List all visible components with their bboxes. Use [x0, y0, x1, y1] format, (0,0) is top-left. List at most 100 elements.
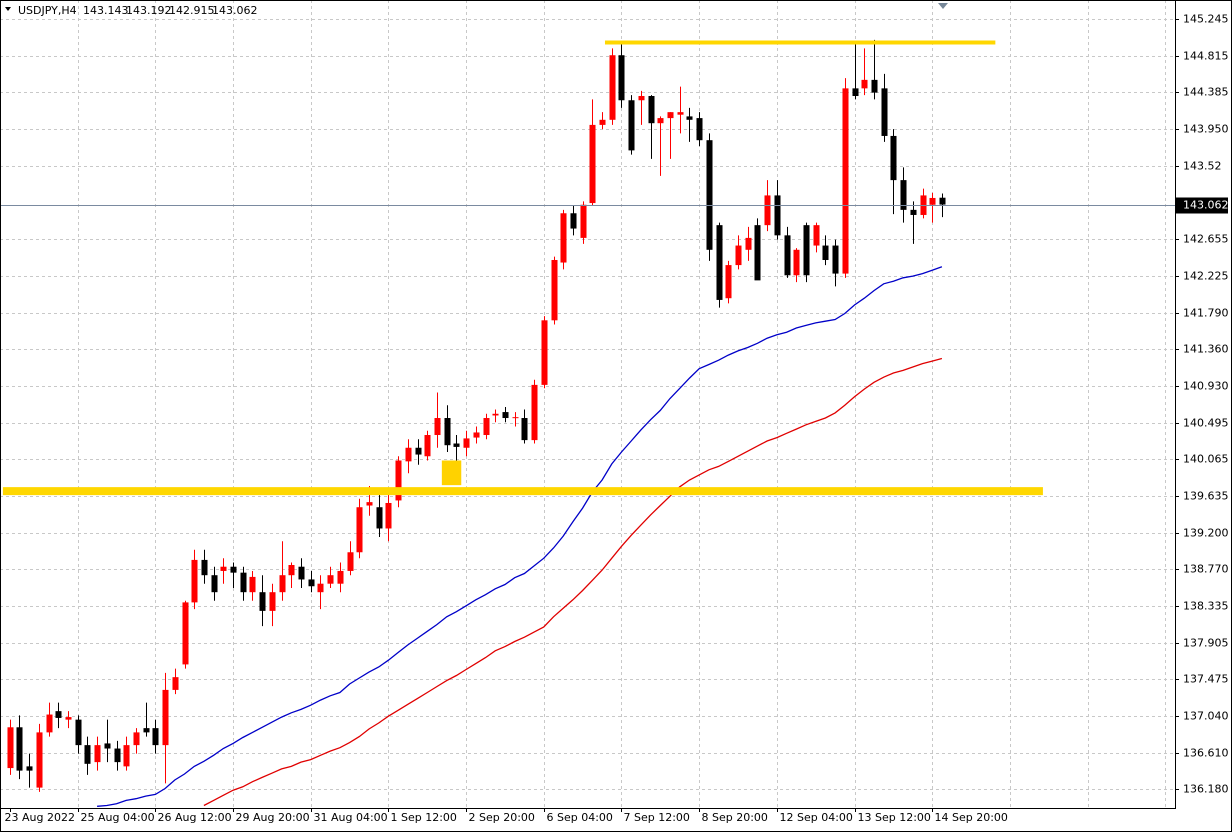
header-close: 143.062 [212, 4, 258, 17]
candle-body [415, 447, 422, 455]
candle-body [473, 432, 480, 438]
y-tick-label: 136.180 [1183, 783, 1229, 796]
candle-body [551, 259, 558, 321]
candle-body [696, 118, 703, 141]
candle-body [172, 677, 179, 690]
header-low: 142.915 [169, 4, 215, 17]
x-tick-label: 25 Aug 04:00 [81, 811, 155, 824]
y-tick-label: 145.245 [1183, 13, 1229, 26]
candle-body [395, 460, 402, 501]
candle-body [347, 552, 354, 571]
candle-body [638, 96, 645, 101]
y-tick-label: 142.225 [1183, 270, 1229, 283]
header: USDJPY,H4 143.143 143.192 142.915 143.06… [5, 4, 258, 17]
candle-body [735, 245, 742, 266]
y-tick-label: 136.610 [1183, 747, 1229, 760]
y-tick-label: 137.475 [1183, 673, 1229, 686]
y-tick-label: 138.770 [1183, 563, 1229, 576]
shift-marker [938, 3, 948, 9]
candle-body [648, 96, 655, 124]
candle-body [240, 572, 247, 593]
chart-title: USDJPY,H4 [18, 4, 77, 17]
candle-body [725, 265, 732, 299]
candle-body [531, 384, 538, 441]
candle-body [376, 507, 383, 529]
header-arrow [5, 7, 11, 11]
candle-body [288, 565, 295, 576]
candle-body [541, 320, 548, 385]
candle-body [356, 507, 363, 553]
y-tick-label: 137.905 [1183, 637, 1229, 650]
candle-body [201, 559, 208, 576]
candle-body [784, 235, 791, 276]
candle-body [94, 745, 101, 763]
candle-body [182, 602, 189, 665]
y-tick-label: 139.635 [1183, 490, 1229, 503]
y-tick-label: 141.360 [1183, 343, 1229, 356]
candle-body [143, 728, 150, 733]
candle-body [890, 135, 897, 181]
candle-body [803, 225, 810, 276]
candle-body [774, 195, 781, 236]
candle-body [434, 418, 441, 436]
candle-body [881, 88, 888, 136]
grid-layer [0, 0, 1175, 808]
candle-body [405, 447, 412, 462]
candle-body [589, 124, 596, 204]
candle-body [512, 417, 519, 419]
y-tick-label: 144.385 [1183, 86, 1229, 99]
candle-body [599, 119, 606, 125]
candle-body [502, 412, 509, 419]
candle-body [114, 748, 121, 763]
candle-body [259, 592, 266, 611]
candle-body [444, 418, 451, 446]
y-tick-label: 137.040 [1183, 710, 1229, 723]
candle-body [667, 112, 674, 119]
y-tick-label: 143.52 [1183, 160, 1222, 173]
candle-body [75, 719, 82, 746]
candle-body [317, 583, 324, 593]
candle-body [327, 575, 334, 584]
y-tick-label: 140.495 [1183, 417, 1229, 430]
candle-body [55, 711, 62, 718]
candle-body [570, 213, 577, 229]
candle-body [123, 745, 130, 767]
candle-body [842, 88, 849, 274]
moving-average [203, 357, 943, 807]
y-tick-label: 138.335 [1183, 600, 1229, 613]
header-high: 143.192 [126, 4, 172, 17]
candle-body [337, 570, 344, 584]
candle-body [745, 237, 752, 250]
candle-body [521, 418, 528, 441]
y-tick-label: 141.790 [1183, 307, 1229, 320]
candle-body [492, 413, 499, 416]
candle-body [929, 197, 936, 205]
y-tick-label: 140.930 [1183, 380, 1229, 393]
candle-body [152, 728, 159, 746]
x-tick-label: 2 Sep 20:00 [469, 811, 535, 824]
y-tick-label: 143.950 [1183, 123, 1229, 136]
candle-body [560, 213, 567, 263]
candle-body [65, 717, 72, 720]
candle-body [580, 204, 587, 238]
candle-body [609, 55, 616, 120]
candle-body [852, 88, 859, 97]
candle-body [191, 559, 198, 603]
candle-body [46, 714, 53, 733]
x-tick-label: 13 Sep 12:00 [858, 811, 931, 824]
candle-body [618, 55, 625, 101]
x-tick-label: 23 Aug 2022 [5, 811, 75, 824]
candle-body [628, 100, 635, 151]
candle-body [939, 197, 946, 205]
candle-body [269, 592, 276, 611]
last-price-box [1176, 197, 1228, 214]
candle-body [677, 112, 684, 115]
candle-body [7, 727, 14, 769]
candle-body [220, 566, 227, 571]
highlight-box [441, 460, 462, 486]
x-tick-label: 1 Sep 12:00 [391, 811, 457, 824]
x-tick-label: 7 Sep 12:00 [624, 811, 690, 824]
candle-body [813, 225, 820, 246]
